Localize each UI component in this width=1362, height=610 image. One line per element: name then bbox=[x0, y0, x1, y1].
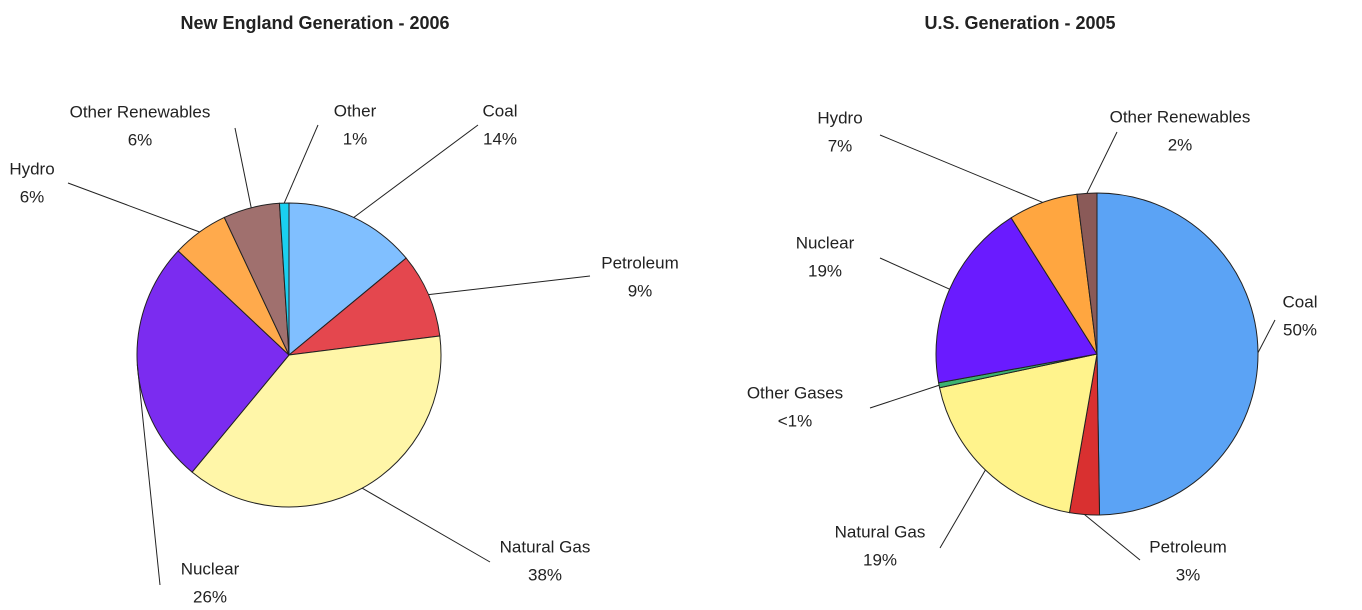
slice-value-label: 1% bbox=[343, 129, 368, 148]
leader-line bbox=[1257, 319, 1276, 353]
slice-label: Coal bbox=[483, 101, 518, 120]
pie-slice bbox=[935, 217, 1098, 384]
slice-label: Other bbox=[334, 101, 377, 120]
leader-line bbox=[361, 487, 491, 563]
pie-slice bbox=[278, 202, 290, 356]
slice-label: Hydro bbox=[9, 159, 54, 178]
pie-slice bbox=[938, 353, 1098, 514]
slice-value-label: 14% bbox=[483, 129, 517, 148]
leader-line bbox=[136, 364, 161, 586]
slice-label: Other Renewables bbox=[1110, 107, 1251, 126]
leader-line bbox=[939, 469, 986, 549]
slice-label: Petroleum bbox=[1149, 537, 1226, 556]
leader-line bbox=[1086, 131, 1118, 194]
leader-line bbox=[353, 124, 479, 218]
slice-label: Natural Gas bbox=[500, 537, 591, 556]
slice-label: Natural Gas bbox=[835, 522, 926, 541]
leader-line bbox=[1084, 514, 1141, 561]
leader-line bbox=[869, 384, 940, 409]
pie-slice bbox=[287, 257, 441, 356]
leader-line bbox=[234, 127, 252, 208]
slice-value-label: 3% bbox=[1176, 565, 1201, 584]
slice-label: Hydro bbox=[817, 108, 862, 127]
chart-title: U.S. Generation - 2005 bbox=[924, 13, 1115, 33]
slice-value-label: 7% bbox=[828, 136, 853, 155]
slice-label: Nuclear bbox=[796, 233, 855, 252]
slice-value-label: 6% bbox=[128, 130, 153, 149]
leader-line bbox=[67, 182, 200, 233]
slice-value-label: 38% bbox=[528, 565, 562, 584]
slice-value-label: 6% bbox=[20, 187, 45, 206]
leader-line bbox=[428, 275, 591, 296]
slice-value-label: 2% bbox=[1168, 135, 1193, 154]
slice-label: Petroleum bbox=[601, 253, 678, 272]
pie-slice bbox=[1076, 192, 1098, 355]
slice-value-label: 9% bbox=[628, 281, 653, 300]
leader-line bbox=[879, 257, 950, 290]
slice-value-label: 19% bbox=[863, 550, 897, 569]
pie-slice bbox=[288, 202, 407, 357]
leader-line bbox=[283, 124, 319, 204]
slice-value-label: 19% bbox=[808, 261, 842, 280]
chart-title: New England Generation - 2006 bbox=[180, 13, 449, 33]
leader-line bbox=[879, 134, 1043, 203]
slice-value-label: 50% bbox=[1283, 320, 1317, 339]
slice-label: Coal bbox=[1283, 292, 1318, 311]
pie-slice bbox=[1096, 192, 1259, 516]
slice-label: Nuclear bbox=[181, 559, 240, 578]
slice-value-label: <1% bbox=[778, 411, 813, 430]
slice-label: Other Gases bbox=[747, 383, 843, 402]
slice-label: Other Renewables bbox=[70, 102, 211, 121]
slice-value-label: 26% bbox=[193, 587, 227, 606]
pie-slice bbox=[191, 335, 442, 508]
